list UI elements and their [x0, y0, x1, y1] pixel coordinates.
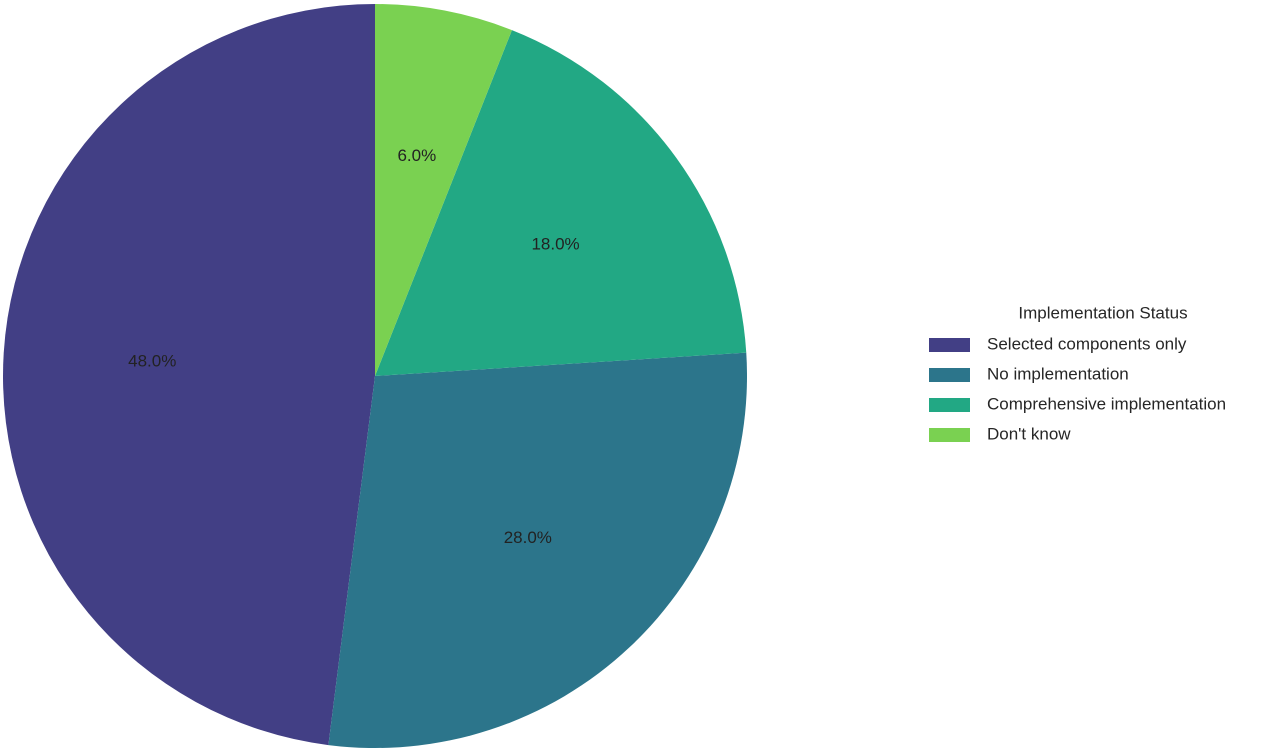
legend-swatch — [929, 338, 970, 352]
legend-label: Comprehensive implementation — [987, 394, 1226, 413]
pie-slice — [3, 4, 375, 746]
value-label: 18.0% — [531, 234, 579, 253]
value-label: 6.0% — [397, 146, 436, 165]
pie-slice — [375, 4, 512, 376]
legend-swatch — [929, 428, 970, 442]
pie-slice — [375, 30, 747, 377]
value-label: 28.0% — [504, 528, 552, 547]
pie-slice — [328, 352, 748, 748]
legend-label: Don't know — [987, 424, 1071, 443]
legend-swatch — [929, 368, 970, 382]
legend-title: Implementation Status — [1018, 303, 1187, 322]
legend-swatch — [929, 398, 970, 412]
value-label: 48.0% — [128, 351, 176, 370]
legend-label: No implementation — [987, 364, 1129, 383]
legend-label: Selected components only — [987, 334, 1187, 353]
